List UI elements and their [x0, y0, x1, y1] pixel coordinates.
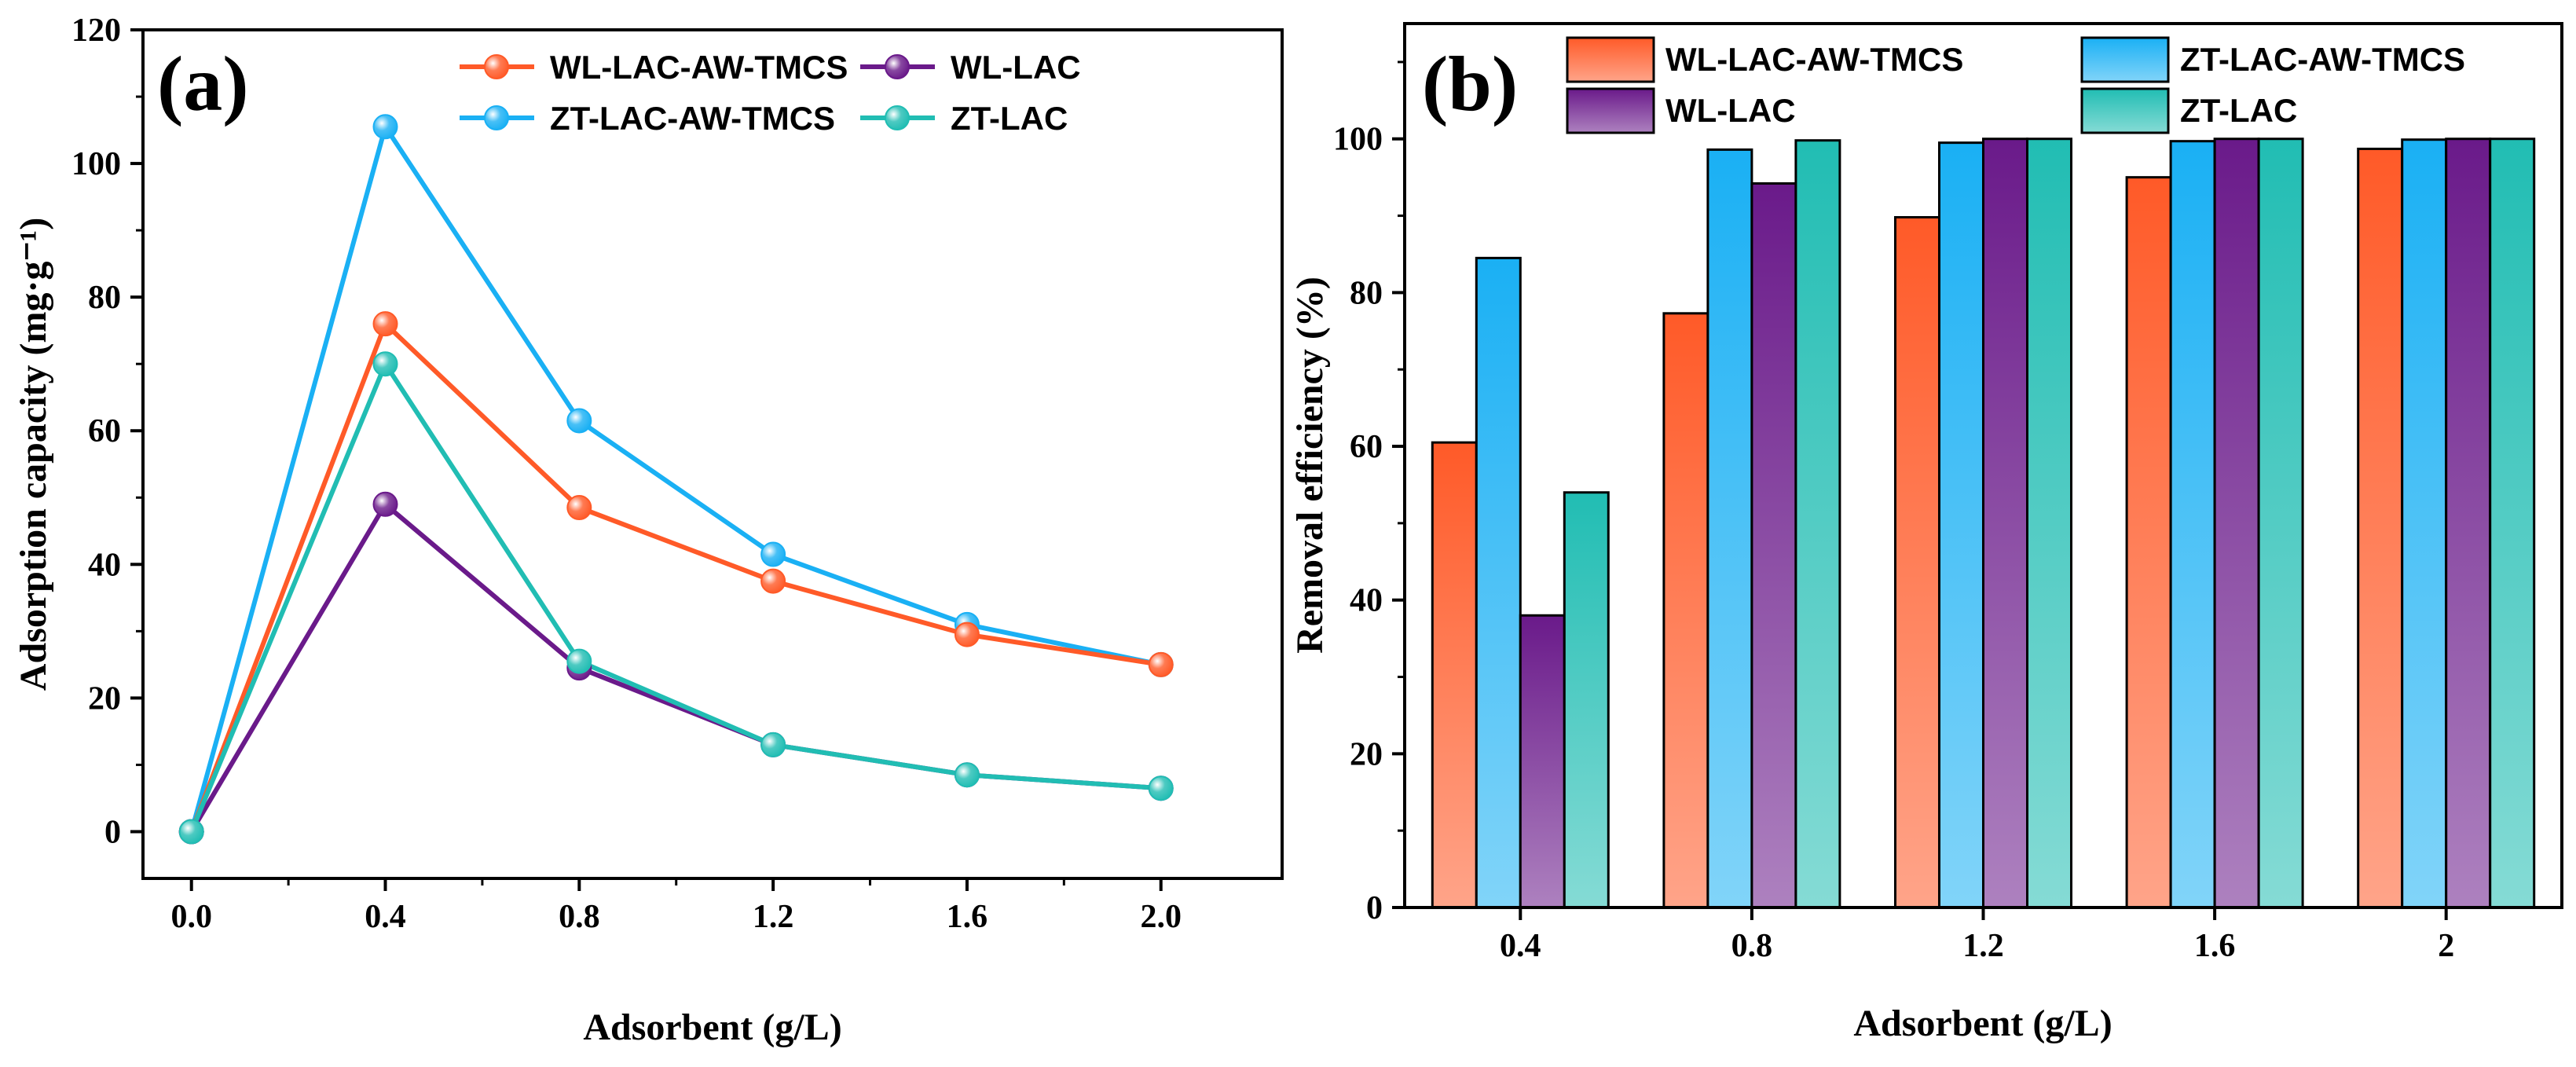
- panel-a-plot-frame: [141, 28, 1284, 880]
- legend-marker-zt-lac: [885, 105, 910, 130]
- panel-a-y-tick-label: 100: [71, 146, 121, 182]
- bar-wl-lac: [2445, 138, 2492, 909]
- data-point-wl-lac: [372, 491, 398, 517]
- bar-wl-lac: [1982, 138, 2028, 909]
- series-line-wl-lac: [189, 501, 1161, 834]
- bar-wl-lac-aw-tmcs: [1431, 441, 1478, 909]
- legend-label-wl-lac-aw-tmcs: WL-LAC-AW-TMCS: [550, 49, 848, 86]
- panel-a-legend: WL-LAC-AW-TMCS WL-LAC ZT-LAC-AW-TMCS ZT-LAC: [460, 49, 1081, 137]
- legend-label-zt-lac-aw-tmcs: ZT-LAC-AW-TMCS: [2180, 41, 2465, 78]
- panel-a-x-axis-label: Adsorbent (g/L): [583, 1006, 841, 1048]
- legend-label-zt-lac: ZT-LAC: [2180, 92, 2297, 129]
- bar-zt-lac-aw-tmcs: [1938, 141, 1984, 909]
- legend-label-zt-lac-aw-tmcs: ZT-LAC-AW-TMCS: [550, 100, 835, 137]
- panel-a-x-tick-label: 2.0: [1140, 899, 1182, 935]
- legend-marker-wl-lac-aw-tmcs: [484, 54, 509, 79]
- data-point-wl-lac-aw-tmcs: [566, 495, 592, 521]
- bar-zt-lac-aw-tmcs: [2169, 140, 2216, 909]
- legend-marker-zt-lac-aw-tmcs: [484, 105, 509, 130]
- panel-b-bar-chart: (b) 0 20 40 60 80 100 0.4 0.8 1.2 1.6 2 WL-LAC-AW-…: [1289, 22, 2563, 1044]
- panel-a-y-tick-label: 20: [88, 680, 121, 717]
- series-line-wl-lac-aw-tmcs: [189, 321, 1162, 833]
- panel-b-x-tick-label: 1.2: [1962, 928, 2004, 964]
- panel-a-y-axis-label: Adsorption capacity (mg·g⁻¹): [13, 218, 54, 691]
- panel-b-x-tick-label: 0.8: [1731, 928, 1773, 964]
- bar-wl-lac: [1519, 614, 1566, 909]
- legend-swatch-zt-lac-aw-tmcs: [2080, 36, 2170, 83]
- legend-swatch-zt-lac: [2080, 87, 2170, 134]
- panel-b-x-tick-label: 1.6: [2194, 928, 2236, 964]
- bar-wl-lac: [2213, 138, 2260, 909]
- legend-label-zt-lac: ZT-LAC: [951, 100, 1068, 137]
- panel-a-y-tick-label: 0: [104, 814, 121, 850]
- data-point-wl-lac-aw-tmcs: [372, 311, 398, 337]
- panel-b-x-tick-label: 0.4: [1500, 928, 1541, 964]
- series-line-zt-lac: [189, 361, 1161, 833]
- data-point-wl-lac-aw-tmcs: [1148, 651, 1174, 677]
- series-line-zt-lac-aw-tmcs: [189, 124, 1162, 833]
- data-point-wl-lac-aw-tmcs: [954, 622, 980, 647]
- data-point-zt-lac: [178, 819, 204, 845]
- panel-a-series: [178, 114, 1174, 845]
- bar-wl-lac-aw-tmcs: [2125, 176, 2172, 909]
- panel-b-y-tick-label: 40: [1350, 583, 1383, 619]
- panel-a-y-tick-label: 40: [88, 547, 121, 583]
- data-point-zt-lac-aw-tmcs: [372, 114, 398, 140]
- data-point-zt-lac: [372, 351, 398, 377]
- panel-b-x-tick-label: 2: [2438, 928, 2454, 964]
- panel-b-y-tick-label: 20: [1350, 736, 1383, 772]
- bar-zt-lac: [1563, 491, 1610, 909]
- panel-b-series: [1431, 138, 2536, 909]
- data-point-zt-lac: [566, 648, 592, 674]
- data-point-zt-lac: [760, 732, 786, 757]
- bar-zt-lac: [1794, 139, 1841, 909]
- panel-a-x-tick-label: 1.2: [753, 899, 794, 935]
- panel-b-y-tick-label: 0: [1366, 890, 1383, 926]
- bar-wl-lac-aw-tmcs: [1894, 216, 1940, 909]
- data-point-zt-lac-aw-tmcs: [566, 408, 592, 434]
- panel-b-y-tick-label: 60: [1350, 429, 1383, 465]
- bar-wl-lac-aw-tmcs: [2357, 147, 2404, 909]
- panel-b-legend: WL-LAC-AW-TMCS ZT-LAC-AW-TMCS WL-LAC ZT-LAC: [1566, 36, 2465, 134]
- panel-b-y-axis-label: Removal efficiency (%): [1289, 277, 1331, 654]
- panel-a-x-tick-label: 1.6: [947, 899, 988, 935]
- panel-b-label: (b): [1422, 40, 1518, 127]
- bar-zt-lac-aw-tmcs: [1475, 256, 1522, 909]
- panel-a-y-tick-label: 120: [71, 13, 121, 49]
- panel-b-axes: 0 20 40 60 80 100 0.4 0.8 1.2 1.6 2: [1333, 60, 2454, 964]
- legend-label-wl-lac-aw-tmcs: WL-LAC-AW-TMCS: [1665, 41, 1963, 78]
- panel-a-x-tick-label: 0.4: [365, 899, 406, 935]
- bar-zt-lac-aw-tmcs: [2401, 138, 2448, 909]
- panel-a-label: (a): [157, 40, 249, 127]
- panel-a-y-tick-label: 80: [88, 280, 121, 316]
- legend-label-wl-lac: WL-LAC: [1665, 92, 1796, 129]
- panel-b-y-tick-label: 100: [1333, 122, 1383, 158]
- panel-b-x-axis-label: Adsorbent (g/L): [1853, 1003, 2112, 1044]
- panel-a-x-tick-label: 0.0: [170, 899, 212, 935]
- bar-zt-lac: [2257, 138, 2304, 909]
- bar-wl-lac-aw-tmcs: [1662, 312, 1709, 909]
- data-point-zt-lac-aw-tmcs: [760, 541, 786, 567]
- legend-label-wl-lac: WL-LAC: [951, 49, 1081, 86]
- legend-swatch-wl-lac-aw-tmcs: [1566, 36, 1655, 83]
- data-point-zt-lac: [954, 762, 980, 788]
- bar-zt-lac-aw-tmcs: [1706, 148, 1753, 909]
- panel-a-axes: 0 20 40 60 80 100 120 0.0 0.4 0.8 1.2 1.6 2.0: [71, 13, 1182, 935]
- legend-marker-wl-lac: [885, 54, 910, 79]
- bar-zt-lac: [2026, 138, 2072, 909]
- panel-a-x-tick-label: 0.8: [559, 899, 600, 935]
- panel-a-line-chart: (a) 0 20 40 60 80 100 120 0.0 0.4 0.8 1.2 1.6 2.0 WL…: [13, 13, 1284, 1048]
- panel-a-y-tick-label: 60: [88, 413, 121, 449]
- bar-wl-lac: [1750, 182, 1797, 909]
- bar-zt-lac: [2489, 138, 2536, 909]
- legend-swatch-wl-lac: [1566, 87, 1655, 134]
- data-point-zt-lac: [1148, 776, 1174, 801]
- data-point-wl-lac-aw-tmcs: [760, 568, 786, 594]
- panel-b-y-tick-label: 80: [1350, 275, 1383, 311]
